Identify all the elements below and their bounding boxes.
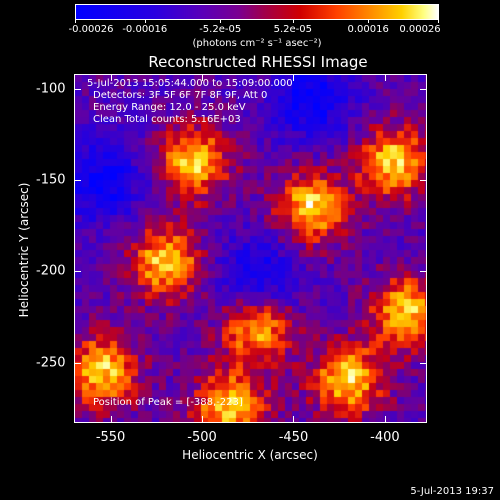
x-tick-label: -550 <box>95 430 126 445</box>
y-tick-label: -150 <box>36 172 66 188</box>
y-tick <box>420 271 426 273</box>
annotation-peak: Position of Peak = [-388,-223] <box>93 397 243 408</box>
y-tick-label: -250 <box>36 355 66 371</box>
colorbar-tick-label: 0.00026 <box>399 24 441 35</box>
colorbar-tick <box>438 19 439 23</box>
x-tick <box>293 416 295 422</box>
x-tick <box>110 416 112 422</box>
x-tick <box>202 75 204 81</box>
colorbar-tick <box>144 19 146 23</box>
colorbar-tick-label: -5.2e-05 <box>199 24 242 35</box>
colorbar-tick <box>75 19 76 23</box>
chart-title: Reconstructed RHESSI Image <box>148 53 368 71</box>
x-tick <box>202 416 204 422</box>
x-tick <box>110 75 112 81</box>
x-tick-label: -400 <box>370 430 400 445</box>
colorbar-tick-label: 5.2e-05 <box>273 24 312 35</box>
x-tick-label: -500 <box>187 430 217 445</box>
colorbar-tick-label: -0.00016 <box>122 24 168 35</box>
y-tick <box>75 271 81 273</box>
plot-area: 5-Jul-2013 15:05:44.000 to 15:09:00.000 … <box>74 74 427 423</box>
annotation-detectors: Detectors: 3F 5F 6F 7F 8F 9F, Att 0 <box>93 90 268 101</box>
y-tick-label: -200 <box>36 263 66 279</box>
colorbar-tick <box>220 19 222 23</box>
annotation-energy: Energy Range: 12.0 - 25.0 keV <box>93 102 246 113</box>
y-axis-label: Heliocentric Y (arcsec) <box>17 182 31 318</box>
colorbar-tick <box>292 19 294 23</box>
x-tick-label: -450 <box>278 430 309 445</box>
colorbar-tick-label: -0.00026 <box>68 24 114 35</box>
colorbar <box>75 4 439 20</box>
y-tick <box>420 88 426 90</box>
x-tick <box>293 75 295 81</box>
y-tick <box>75 362 81 364</box>
x-tick <box>384 416 386 422</box>
y-tick <box>75 88 81 90</box>
heatmap-image <box>75 75 426 422</box>
y-tick <box>420 179 426 181</box>
y-tick-label: -100 <box>36 81 66 97</box>
y-tick <box>75 179 81 181</box>
colorbar-tick-label: 0.00016 <box>347 24 389 35</box>
annotation-time-range: 5-Jul-2013 15:05:44.000 to 15:09:00.000 <box>87 78 293 89</box>
colorbar-tick <box>368 19 370 23</box>
timestamp: 5-Jul-2013 19:37 <box>410 486 494 497</box>
x-axis-label: Heliocentric X (arcsec) <box>182 448 318 462</box>
x-tick <box>384 75 386 81</box>
colorbar-units: (photons cm⁻² s⁻¹ asec⁻²) <box>192 38 322 49</box>
y-tick <box>420 362 426 364</box>
annotation-method: Clean Total counts: 5.16E+03 <box>93 114 241 125</box>
